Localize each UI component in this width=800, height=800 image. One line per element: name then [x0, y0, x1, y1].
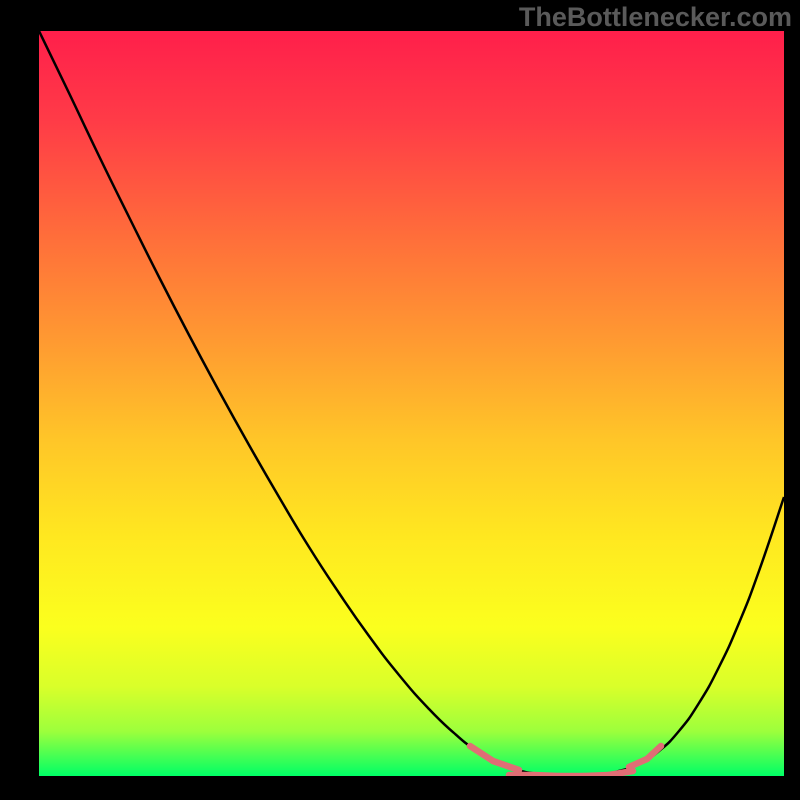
optimal-band-segment	[584, 775, 609, 776]
optimal-band-segment	[534, 775, 559, 776]
optimal-band-segment	[493, 761, 519, 770]
main-curve	[39, 31, 784, 776]
chart-container: TheBottlenecker.com	[0, 0, 800, 800]
optimal-band	[470, 746, 661, 776]
optimal-band-segment	[609, 771, 633, 775]
curve-svg	[39, 31, 784, 776]
optimal-band-segment	[470, 746, 493, 761]
watermark-text: TheBottlenecker.com	[519, 2, 792, 33]
